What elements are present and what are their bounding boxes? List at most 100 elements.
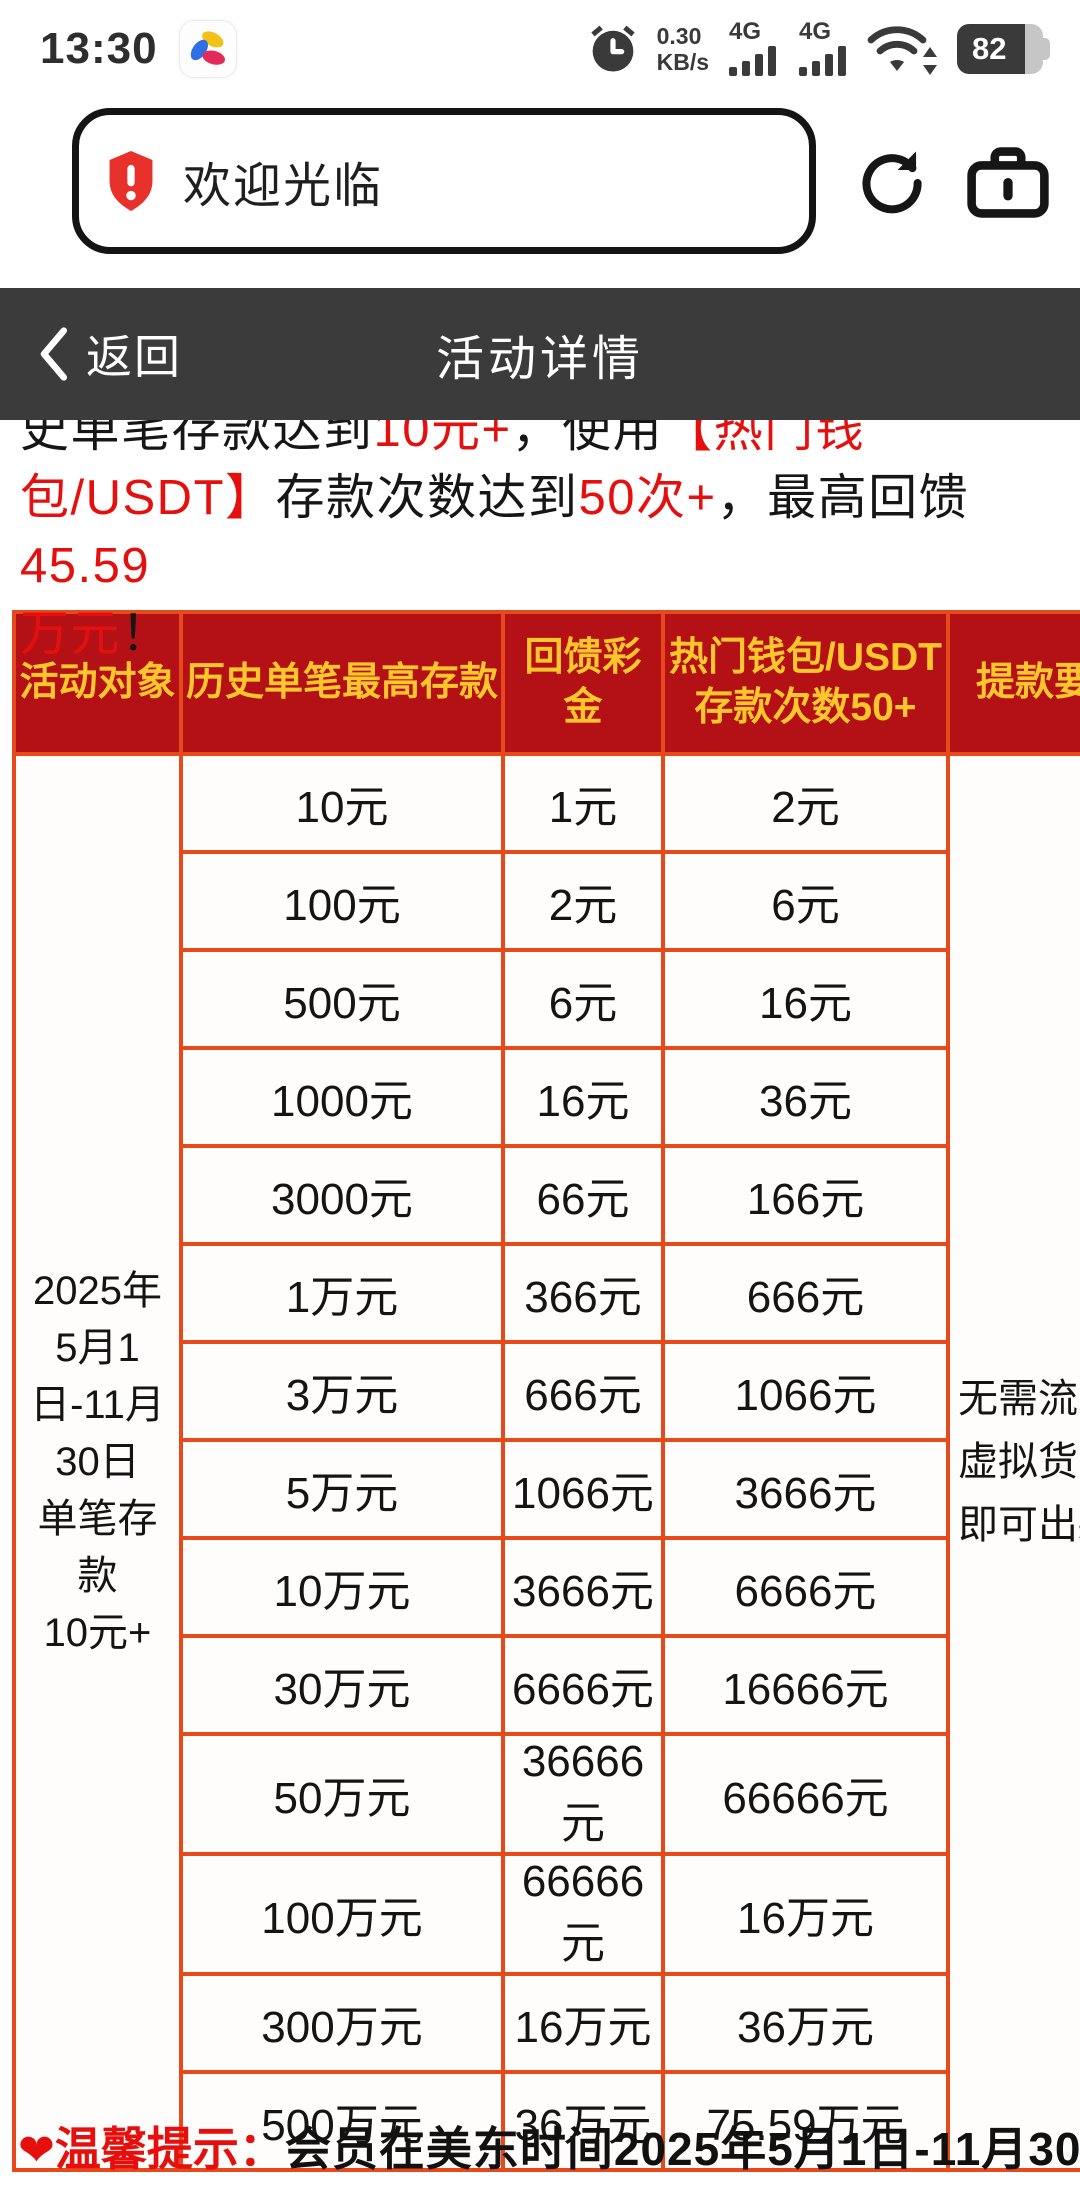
- promo-text: 史单笔存款达到10元+，使用【热门钱 包/USDT】存款次数达到50次+，最高回馈…: [0, 396, 1080, 668]
- deposit-cell: 500万元: [179, 2070, 505, 2172]
- usdt-bonus-cell: 6元: [661, 850, 950, 952]
- table-header-cell: 提款要求: [946, 610, 1080, 756]
- bonus-cell: 3666元: [501, 1536, 665, 1638]
- back-button[interactable]: 返回: [36, 321, 182, 387]
- deposit-cell: 10万元: [179, 1536, 505, 1638]
- promo-line: 万元！: [20, 607, 172, 661]
- battery-indicator: 82: [957, 24, 1050, 74]
- table-header-cell: 活动对象: [12, 610, 183, 756]
- table-row: 500万元 36万元 75.59万元: [14, 2070, 1080, 2172]
- table-header-cell: 历史单笔最高存款: [179, 610, 505, 756]
- table-row: 3000元 66元 166元: [14, 1144, 1080, 1246]
- sim1-signal: 4G: [727, 18, 779, 77]
- usdt-bonus-cell: 666元: [661, 1242, 950, 1344]
- table-header-cell: 热门钱包/USDT 存款次数50+: [661, 610, 950, 756]
- usdt-bonus-cell: 36元: [661, 1046, 950, 1148]
- wifi-icon: [867, 26, 937, 75]
- network-speed: 0.30 KB/s: [657, 23, 709, 75]
- usdt-bonus-cell: 1066元: [661, 1340, 950, 1442]
- signal-bars-icon: [799, 46, 846, 76]
- back-label: 返回: [86, 331, 182, 383]
- bonus-cell: 66元: [501, 1144, 665, 1246]
- chevron-left-icon: [40, 327, 68, 381]
- battery-body: 82: [957, 24, 1043, 74]
- nav-bar: 返回 活动详情: [0, 288, 1080, 420]
- table-header-cell: 回馈彩金: [501, 610, 665, 756]
- table-row: 500元 6元 16元: [14, 948, 1080, 1050]
- bonus-cell: 6元: [501, 948, 665, 1050]
- deposit-cell: 3000元: [179, 1144, 505, 1246]
- page-title: 活动详情: [435, 333, 645, 386]
- toolbox-button[interactable]: [962, 136, 1054, 228]
- usdt-bonus-cell: 16万元: [661, 1852, 950, 1976]
- browser-app-icon: [179, 21, 236, 77]
- usdt-bonus-cell: 16元: [661, 948, 950, 1050]
- reload-button[interactable]: [852, 140, 932, 226]
- usdt-bonus-cell: 16666元: [661, 1634, 950, 1736]
- bonus-cell: 16万元: [501, 1972, 665, 2074]
- battery-level: 82: [972, 31, 1007, 66]
- table-row: 300万元 16万元 36万元: [14, 1972, 1080, 2074]
- bonus-cell: 2元: [501, 850, 665, 952]
- battery-nub: [1043, 38, 1050, 60]
- bonus-cell: 1元: [501, 752, 665, 854]
- usdt-bonus-cell: 36万元: [661, 1972, 950, 2074]
- bonus-cell: 1066元: [501, 1438, 665, 1540]
- deposit-cell: 1000元: [179, 1046, 505, 1148]
- table-row: 1000元 16元 36元: [14, 1046, 1080, 1148]
- tip-label: 温馨提示：: [54, 2123, 285, 2175]
- bonus-cell: 16元: [501, 1046, 665, 1148]
- activity-period-cell: 2025年 5月1 日-11月 30日 单笔存款 10元+: [12, 752, 183, 2172]
- signal-bars-icon: [729, 46, 776, 76]
- speed-unit: KB/s: [656, 49, 709, 75]
- promo-line: 包/USDT】存款次数达到50次+，最高回馈45.59: [20, 471, 970, 593]
- footer-tip: ❤温馨提示：会员在美东时间2025年5月1日-11月30日期: [0, 2118, 1080, 2182]
- deposit-cell: 500元: [179, 948, 505, 1050]
- bonus-cell: 666元: [501, 1340, 665, 1442]
- deposit-cell: 100万元: [179, 1852, 505, 1976]
- deposit-cell: 300万元: [179, 1972, 505, 2074]
- table-row: 30万元 6666元 16666元: [14, 1634, 1080, 1736]
- status-bar: 13:30 0.30 KB/s 4G: [0, 0, 1080, 92]
- address-bar[interactable]: 欢迎光临: [72, 108, 816, 254]
- tip-text: 会员在美东时间2025年5月1日-11月30日期: [284, 2123, 1080, 2175]
- status-icons: 0.30 KB/s 4G 4G: [587, 18, 1050, 77]
- deposit-cell: 50万元: [179, 1732, 505, 1856]
- clock-time: 13:30: [40, 24, 158, 73]
- security-warning-icon: [109, 151, 153, 211]
- deposit-cell: 1万元: [179, 1242, 505, 1344]
- sim2-signal: 4G: [797, 18, 849, 77]
- bonus-cell: 66666元: [501, 1852, 665, 1976]
- bonus-cell: 366元: [501, 1242, 665, 1344]
- deposit-cell: 30万元: [179, 1634, 505, 1736]
- table-row: 100万元 66666元 16万元: [14, 1852, 1080, 1976]
- deposit-cell: 5万元: [179, 1438, 505, 1540]
- reload-icon: [862, 151, 922, 214]
- sim2-network-type: 4G: [799, 18, 832, 45]
- table-row: 100元 2元 6元: [14, 850, 1080, 952]
- sim1-network-type: 4G: [729, 18, 762, 45]
- alarm-clock-icon: [590, 25, 635, 72]
- heart-icon: ❤: [18, 2126, 55, 2175]
- table-row: 10万元 3666元 6666元: [14, 1536, 1080, 1638]
- usdt-bonus-cell: 3666元: [661, 1438, 950, 1540]
- pinwheel-icon: [190, 31, 225, 65]
- table-row: 50万元 36666元 66666元: [14, 1732, 1080, 1856]
- bonus-cell: 36万元: [501, 2070, 665, 2172]
- bonus-table-body: 2025年 5月1 日-11月 30日 单笔存款 10元+10元1元2元无需流水…: [12, 752, 1080, 2172]
- table-row: 2025年 5月1 日-11月 30日 单笔存款 10元+10元1元2元无需流水…: [12, 752, 1080, 2172]
- table-row: 5万元 1066元 3666元: [14, 1438, 1080, 1540]
- address-text: 欢迎光临: [183, 160, 384, 213]
- bonus-cell: 36666元: [501, 1732, 665, 1856]
- usdt-bonus-cell: 6666元: [661, 1536, 950, 1638]
- speed-value: 0.30: [656, 23, 702, 49]
- deposit-cell: 10元: [179, 752, 505, 854]
- deposit-cell: 100元: [179, 850, 505, 952]
- usdt-bonus-cell: 66666元: [661, 1732, 950, 1856]
- usdt-bonus-cell: 2元: [661, 752, 950, 854]
- bonus-cell: 6666元: [501, 1634, 665, 1736]
- browser-toolbar: 欢迎光临: [0, 100, 1080, 265]
